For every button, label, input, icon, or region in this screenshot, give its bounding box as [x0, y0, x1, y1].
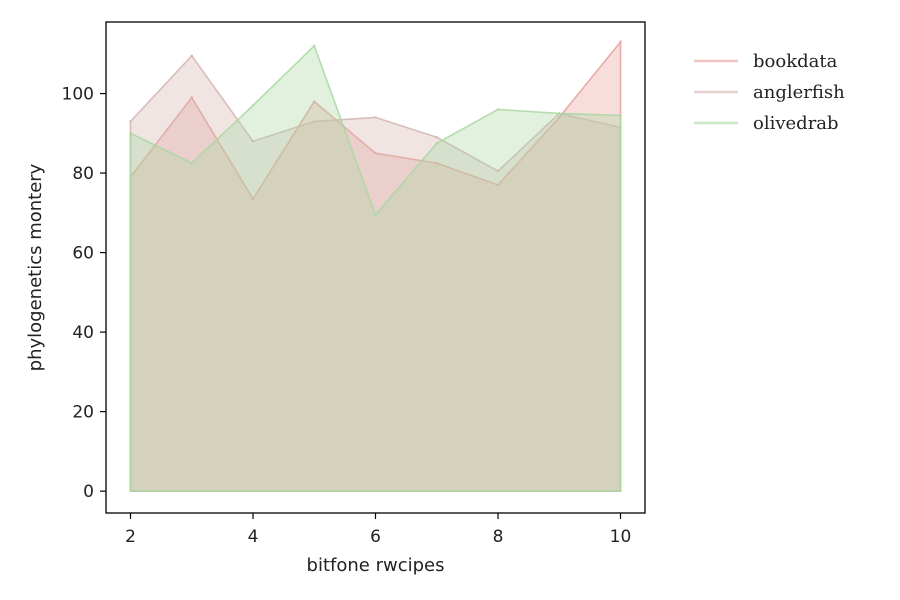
legend-label-anglerfish: anglerfish	[753, 82, 845, 103]
chart-areas	[129, 39, 622, 492]
point-bookdata	[558, 116, 561, 119]
point-olivedrab	[558, 112, 561, 115]
point-anglerfish	[435, 136, 438, 139]
x-tick-label: 8	[493, 527, 504, 547]
y-axis-ticks: 0 20 40 60 80 100	[62, 85, 106, 502]
point-bookdata	[619, 40, 622, 44]
point-olivedrab	[251, 104, 255, 107]
x-tick-label: 4	[248, 527, 259, 547]
y-tick-label: 20	[72, 403, 94, 423]
point-bookdata	[374, 151, 377, 155]
y-tick-label: 80	[72, 164, 94, 184]
area-olivedrab	[129, 44, 622, 492]
y-tick-label: 40	[72, 323, 94, 343]
point-anglerfish	[313, 120, 316, 123]
point-olivedrab	[496, 108, 500, 111]
x-tick-label: 2	[125, 527, 136, 547]
point-bookdata	[435, 161, 438, 165]
x-tick-label: 10	[610, 527, 632, 547]
point-olivedrab	[374, 213, 377, 217]
legend-label-olivedrab: olivedrab	[753, 113, 839, 134]
point-bookdata	[251, 197, 255, 201]
point-olivedrab	[129, 132, 132, 135]
point-anglerfish	[129, 120, 132, 123]
point-bookdata	[313, 100, 316, 103]
point-bookdata	[496, 183, 500, 187]
legend: bookdata anglerfish olivedrab	[694, 51, 845, 134]
x-axis-label: bitfone rwcipes	[307, 555, 445, 576]
x-axis-ticks: 2 4 6 8 10	[125, 513, 631, 547]
point-olivedrab	[435, 142, 438, 145]
point-olivedrab	[313, 44, 316, 48]
point-anglerfish	[190, 54, 193, 57]
y-axis-label: phylogenetics montery	[25, 163, 46, 371]
point-anglerfish	[496, 169, 500, 173]
x-tick-label: 6	[370, 527, 381, 547]
y-tick-label: 60	[72, 244, 94, 264]
point-olivedrab	[190, 161, 193, 165]
point-anglerfish	[374, 116, 377, 119]
point-olivedrab	[619, 114, 622, 117]
legend-label-bookdata: bookdata	[753, 51, 838, 72]
y-tick-label: 100	[62, 85, 94, 105]
point-anglerfish	[251, 140, 255, 143]
y-tick-label: 0	[83, 482, 94, 502]
point-bookdata	[190, 96, 193, 99]
